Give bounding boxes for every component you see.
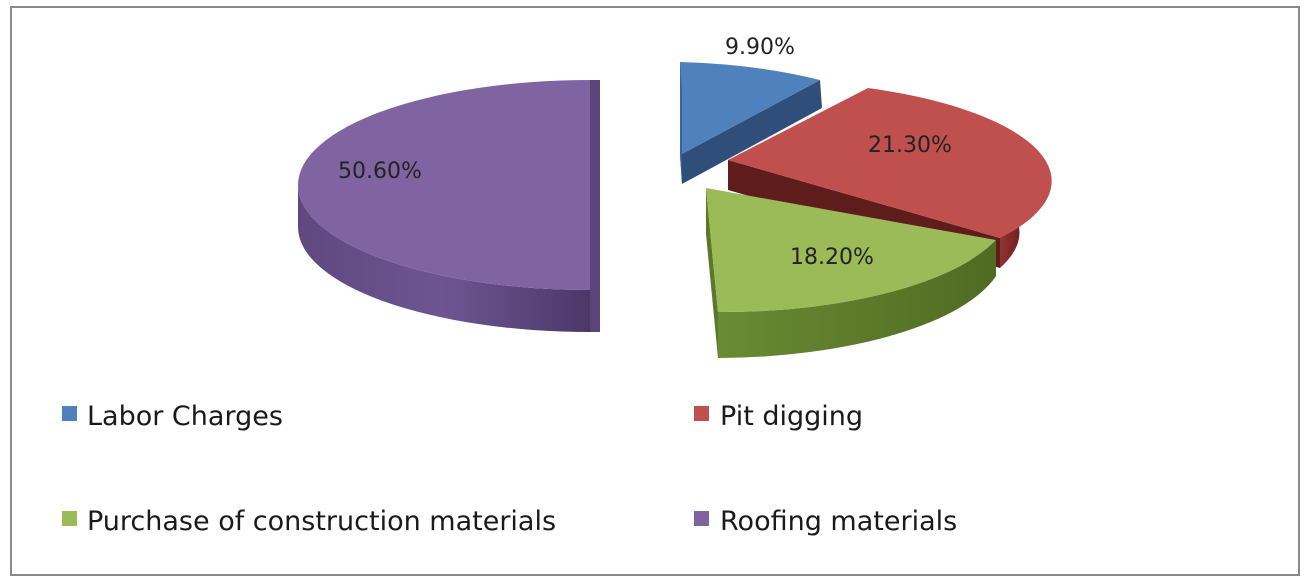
data-label-labor-charges: 9.90% <box>725 35 795 60</box>
slice-roofing-materials-top <box>298 80 590 290</box>
legend-label-labor-charges: Labor Charges <box>87 401 283 432</box>
slice-labor-charges-front <box>680 62 682 184</box>
slice-roofing-materials <box>298 80 600 332</box>
data-label-purchase-construction: 18.20% <box>790 245 874 270</box>
legend-swatch-roofing-materials <box>694 511 709 526</box>
slice-pit-digging-top <box>728 88 1052 238</box>
slice-roofing-materials-side <box>298 185 590 332</box>
slice-purchase-construction-side <box>718 240 996 358</box>
legend-swatch-pit-digging <box>694 406 709 421</box>
slice-purchase-construction <box>706 188 996 358</box>
slice-labor-charges-top <box>680 62 820 155</box>
legend-swatch-labor-charges <box>62 406 77 421</box>
chart-frame <box>10 6 1300 576</box>
legend-label-purchase-construction: Purchase of construction materials <box>87 506 556 537</box>
slice-labor-charges-side <box>680 80 822 184</box>
legend-swatch-purchase-construction <box>62 511 77 526</box>
data-label-pit-digging: 21.30% <box>868 133 952 158</box>
legend-label-pit-digging: Pit digging <box>720 401 863 432</box>
data-label-roofing-materials: 50.60% <box>338 159 422 184</box>
legend: Labor Charges Pit digging Purchase of co… <box>62 401 957 537</box>
slice-roofing-materials-edge <box>590 80 600 332</box>
slice-purchase-construction-inner <box>706 188 718 358</box>
legend-label-roofing-materials: Roofing materials <box>720 506 957 537</box>
slice-labor-charges <box>680 62 822 184</box>
slice-purchase-construction-top <box>706 188 996 313</box>
